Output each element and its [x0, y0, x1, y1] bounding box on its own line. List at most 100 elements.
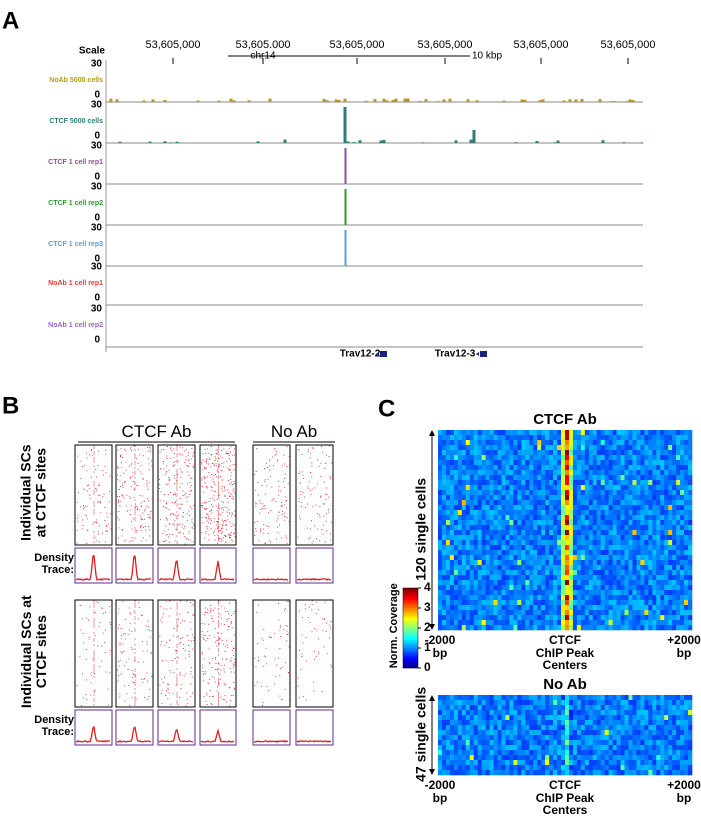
heatmap-cell — [684, 595, 689, 601]
heatmap-cell — [636, 715, 641, 721]
heatmap-cell — [580, 445, 586, 451]
heatmap-cell — [525, 470, 530, 476]
heatmap-cell — [652, 755, 657, 761]
heatmap-cell — [572, 755, 578, 761]
heatmap-title: No Ab — [543, 676, 587, 693]
heatmap-cell — [533, 750, 538, 756]
heatmap-cell — [632, 470, 637, 476]
heatmap-cell — [557, 610, 562, 616]
heatmap-cell — [457, 480, 463, 486]
heatmap-cell — [592, 725, 598, 731]
heatmap-cell — [493, 500, 498, 506]
heatmap-cell — [684, 500, 689, 506]
heatmap-cell — [565, 485, 570, 491]
heatmap-cell — [565, 720, 570, 726]
heatmap-cell — [553, 520, 558, 526]
heatmap-cell — [481, 715, 486, 721]
heatmap-cell — [684, 615, 689, 621]
heatmap-cell — [517, 770, 522, 776]
heatmap-cell — [576, 615, 582, 621]
heatmap-cell — [616, 545, 621, 551]
heatmap-cell — [572, 580, 578, 586]
heatmap-cell — [513, 510, 518, 516]
heatmap-cell — [537, 460, 542, 466]
heatmap-cell — [561, 710, 566, 716]
heatmap-cell — [592, 735, 598, 741]
heatmap-cell — [640, 725, 645, 731]
heatmap-cell — [680, 435, 685, 441]
heatmap-cell — [505, 755, 510, 761]
heatmap-cell — [525, 550, 530, 556]
heatmap-cell — [445, 510, 451, 516]
heatmap-cell — [565, 505, 570, 511]
heatmap-cell — [441, 550, 447, 556]
heatmap-cell — [505, 730, 510, 736]
heatmap-cell — [525, 545, 530, 551]
heatmap-cell — [636, 590, 641, 596]
colorbar-cell — [403, 588, 418, 591]
heatmap-cell — [568, 705, 574, 711]
heatmap-cell — [549, 490, 554, 496]
heatmap-cell — [640, 535, 645, 541]
colorbar-tick-label: 3 — [424, 600, 431, 614]
heatmap-cell — [441, 490, 447, 496]
heatmap-cell — [473, 460, 478, 466]
heatmap-cell — [441, 475, 447, 481]
heatmap-cell — [652, 455, 657, 461]
heatmap-cell — [664, 595, 669, 601]
heatmap-cell — [660, 575, 665, 581]
heatmap-cell — [644, 700, 649, 706]
heatmap-cell — [449, 595, 455, 601]
heatmap-cell — [576, 505, 582, 511]
heatmap-cell — [561, 760, 566, 766]
heatmap-cell — [477, 715, 482, 721]
heatmap-cell — [525, 440, 530, 446]
heatmap-cell — [676, 730, 681, 736]
heatmap-cell — [549, 495, 554, 501]
heatmap-cell — [485, 465, 490, 471]
heatmap-cell — [561, 595, 566, 601]
heatmap-cell — [640, 760, 645, 766]
heatmap-cell — [545, 480, 550, 486]
colorbar-cell — [403, 636, 418, 639]
heatmap-cell — [668, 520, 673, 526]
heatmap-cell — [612, 560, 617, 566]
heatmap-cell — [525, 695, 530, 701]
heatmap-cell — [624, 755, 629, 761]
heatmap-cell — [604, 725, 609, 731]
heatmap-cell — [660, 580, 665, 586]
heatmap-cell — [481, 765, 486, 771]
heatmap-cell — [624, 715, 629, 721]
heatmap-cell — [489, 595, 494, 601]
heatmap-cell — [604, 560, 609, 566]
heatmap-cell — [576, 720, 582, 726]
colorbar-cell — [403, 652, 418, 655]
heatmap-cell — [549, 730, 554, 736]
heatmap-cell — [652, 590, 657, 596]
heatmap-cell — [660, 550, 665, 556]
heatmap-cell — [688, 440, 693, 446]
trace-label: Density Trace: — [34, 714, 74, 738]
heatmap-cell — [537, 440, 542, 446]
heatmap-cell — [557, 605, 562, 611]
heatmap-cell — [473, 595, 478, 601]
heatmap-cell — [588, 450, 594, 456]
heatmap-cell — [592, 615, 598, 621]
heatmap-cell — [485, 720, 490, 726]
heatmap-cell — [533, 465, 538, 471]
heatmap-cell — [493, 525, 498, 531]
heatmap-cell — [501, 745, 506, 751]
heatmap-cell — [545, 460, 550, 466]
heatmap-cell — [680, 590, 685, 596]
trace-frame — [115, 547, 154, 584]
heatmap-cell — [521, 720, 526, 726]
heatmap-cell — [529, 695, 534, 701]
heatmap-cell — [584, 565, 590, 571]
heatmap-cell — [688, 525, 693, 531]
heatmap-cell — [688, 615, 693, 621]
heatmap-cell — [453, 590, 459, 596]
heatmap-cell — [525, 610, 530, 616]
heatmap-cell — [600, 525, 605, 531]
heatmap-cell — [473, 735, 478, 741]
heatmap-cell — [505, 465, 510, 471]
